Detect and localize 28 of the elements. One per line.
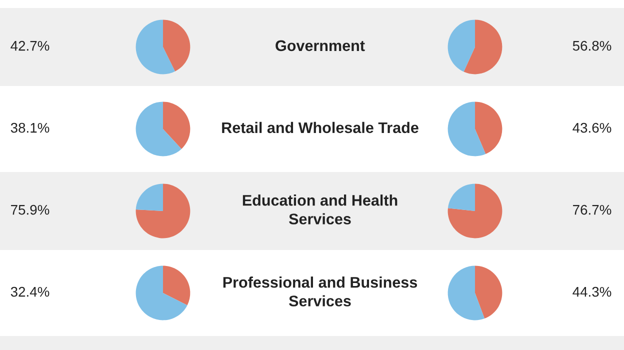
pie-slice <box>136 184 190 238</box>
pie-slice <box>136 266 188 320</box>
pie-slice <box>163 266 190 306</box>
pie-slice <box>475 266 502 318</box>
pie-slice <box>448 184 502 238</box>
text: 38.1% <box>10 122 50 133</box>
pie-slice <box>448 20 475 72</box>
text: 44.3% <box>572 286 612 297</box>
text: 32.4% <box>10 286 50 297</box>
text: 43.6% <box>572 122 612 133</box>
pie-slice <box>163 20 190 72</box>
text: Government <box>276 40 365 52</box>
text: 42.7% <box>10 40 50 51</box>
pie-slice <box>448 184 475 211</box>
pie-slice <box>448 102 486 156</box>
text: 76.7% <box>573 204 612 215</box>
text: 75.9% <box>11 204 50 215</box>
text: 56.8% <box>572 40 612 51</box>
pie-slice <box>475 102 502 154</box>
text: Professional and Business Services <box>223 276 418 306</box>
pie-slice <box>136 20 176 74</box>
text: Education and Health Services <box>242 194 398 224</box>
pie-slice <box>136 184 163 211</box>
pie-slice <box>464 20 502 74</box>
pie-slice <box>136 102 182 156</box>
text: Retail and Wholesale Trade <box>222 122 418 134</box>
pie-slice <box>448 266 485 320</box>
pie-slice <box>163 102 190 149</box>
